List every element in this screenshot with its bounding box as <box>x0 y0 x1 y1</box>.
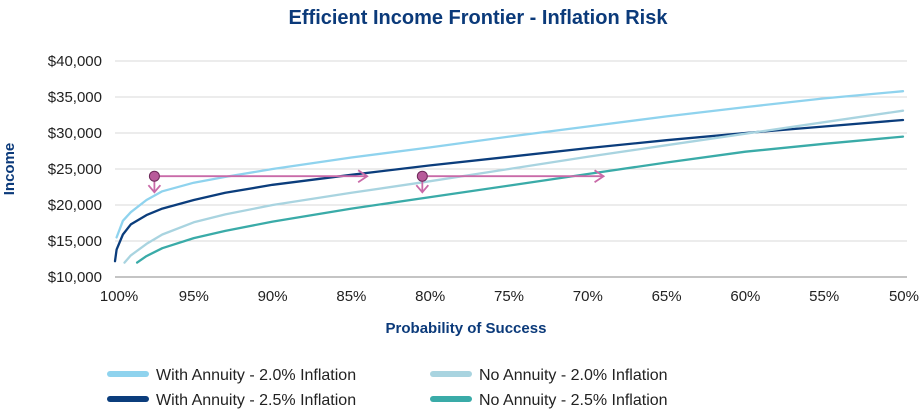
arrow-head <box>147 184 162 194</box>
annotation-marker <box>148 170 160 182</box>
arrow-head <box>415 184 430 194</box>
legend-label: No Annuity - 2.5% Inflation <box>479 392 668 409</box>
y-tick-label: $30,000 <box>48 125 102 142</box>
x-tick-label: 55% <box>809 288 839 305</box>
y-tick-label: $25,000 <box>48 161 102 178</box>
series-line <box>123 109 905 264</box>
legend-label: With Annuity - 2.5% Inflation <box>156 392 356 409</box>
x-tick-label: 65% <box>652 288 682 305</box>
arrow-head <box>357 169 369 183</box>
y-tick-label: $40,000 <box>48 53 102 70</box>
annotation-marker <box>416 170 428 182</box>
x-tick-label: 100% <box>100 288 138 305</box>
legend: With Annuity - 2.0% Inflation With Annuit… <box>107 367 668 409</box>
y-tick-label: $20,000 <box>48 197 102 214</box>
series-lines <box>113 90 905 264</box>
x-tick-label: 60% <box>730 288 760 305</box>
y-tick-labels: $10,000 $15,000 $20,000 $25,000 $30,000 $35,0… <box>48 53 102 286</box>
legend-label: With Annuity - 2.0% Inflation <box>156 367 356 384</box>
y-tick-label: $15,000 <box>48 233 102 250</box>
series-line <box>135 135 905 264</box>
legend-label: No Annuity - 2.0% Inflation <box>479 367 668 384</box>
x-tick-label: 90% <box>258 288 288 305</box>
arrow-head <box>594 169 606 183</box>
chart-title: Efficient Income Frontier - Inflation Ri… <box>289 7 669 29</box>
x-tick-label: 70% <box>573 288 603 305</box>
annotations <box>147 169 606 194</box>
x-tick-labels: 100% 95% 90% 85% 80% 75% 70% 65% 60% 55% 50% <box>100 288 919 305</box>
series-line <box>113 118 905 263</box>
x-tick-label: 80% <box>415 288 445 305</box>
x-axis-label: Probability of Success <box>386 320 547 337</box>
x-tick-label: 95% <box>179 288 209 305</box>
x-tick-label: 75% <box>494 288 524 305</box>
x-tick-label: 50% <box>889 288 919 305</box>
gridlines <box>115 60 907 278</box>
y-tick-label: $35,000 <box>48 89 102 106</box>
y-axis-label: Income <box>1 143 18 196</box>
y-tick-label: $10,000 <box>48 269 102 286</box>
x-tick-label: 85% <box>336 288 366 305</box>
series-line <box>115 90 905 239</box>
